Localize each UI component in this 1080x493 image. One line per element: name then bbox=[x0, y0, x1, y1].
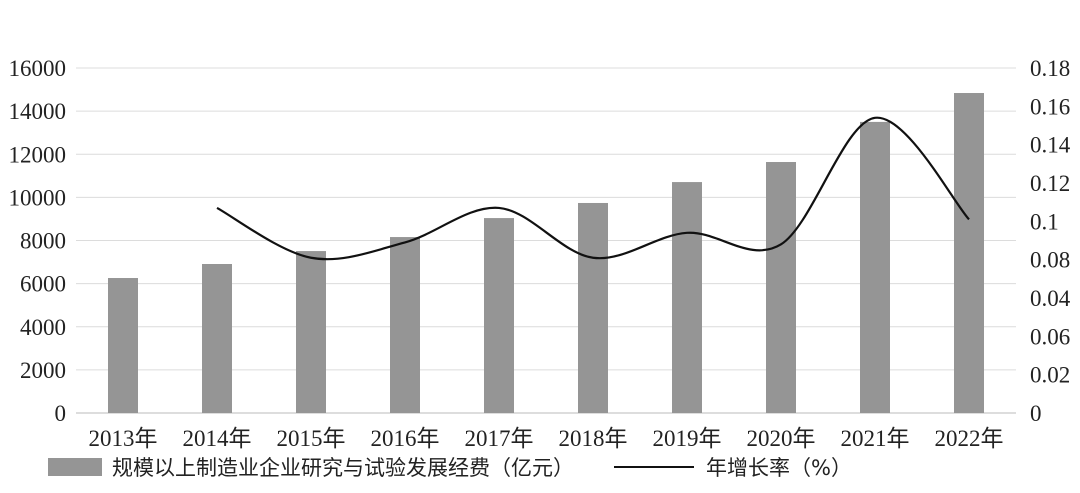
bar bbox=[484, 218, 514, 413]
x-tick-label: 2020年 bbox=[747, 426, 816, 451]
right-tick-label: 0.16 bbox=[1030, 94, 1070, 119]
x-tick-label: 2017年 bbox=[465, 426, 534, 451]
legend-line-swatch bbox=[614, 466, 694, 468]
right-tick-label: 0.18 bbox=[1030, 56, 1070, 81]
right-tick-label: 0.04 bbox=[1030, 286, 1071, 311]
right-tick-label: 0.06 bbox=[1030, 324, 1070, 349]
bar bbox=[202, 264, 232, 413]
left-tick-label: 16000 bbox=[9, 56, 67, 81]
legend: 规模以上制造业企业研究与试验发展经费（亿元） 年增长率（%） bbox=[48, 452, 852, 482]
left-tick-label: 0 bbox=[55, 401, 67, 426]
right-tick-label: 0.02 bbox=[1030, 363, 1070, 388]
x-tick-label: 2013年 bbox=[89, 426, 158, 451]
x-tick-label: 2018年 bbox=[559, 426, 628, 451]
left-tick-label: 12000 bbox=[9, 142, 67, 167]
bar bbox=[860, 121, 890, 413]
x-tick-label: 2016年 bbox=[371, 426, 440, 451]
legend-bar-label: 规模以上制造业企业研究与试验发展经费（亿元） bbox=[112, 456, 574, 480]
left-tick-label: 6000 bbox=[20, 272, 66, 297]
left-tick-label: 10000 bbox=[9, 185, 67, 210]
bar bbox=[108, 278, 138, 413]
x-tick-label: 2022年 bbox=[935, 426, 1004, 451]
bar bbox=[390, 237, 420, 413]
x-tick-label: 2021年 bbox=[841, 426, 910, 451]
legend-line-label: 年增长率（%） bbox=[706, 456, 852, 480]
bar bbox=[766, 162, 796, 413]
left-tick-label: 14000 bbox=[9, 99, 67, 124]
x-tick-label: 2014年 bbox=[183, 426, 252, 451]
bar bbox=[954, 93, 984, 413]
left-tick-label: 4000 bbox=[20, 315, 66, 340]
right-tick-label: 0.1 bbox=[1030, 209, 1059, 234]
right-tick-label: 0.08 bbox=[1030, 248, 1070, 273]
legend-bar-swatch bbox=[48, 458, 102, 476]
x-tick-label: 2019年 bbox=[653, 426, 722, 451]
bar bbox=[296, 251, 326, 413]
bar bbox=[672, 182, 702, 413]
left-tick-label: 8000 bbox=[20, 229, 66, 254]
growth-rate-line bbox=[216, 116, 970, 261]
left-tick-label: 2000 bbox=[20, 358, 66, 383]
right-tick-label: 0.14 bbox=[1030, 133, 1071, 158]
x-tick-label: 2015年 bbox=[277, 426, 346, 451]
right-tick-label: 0 bbox=[1030, 401, 1042, 426]
right-tick-label: 0.12 bbox=[1030, 171, 1070, 196]
bar bbox=[578, 202, 608, 413]
